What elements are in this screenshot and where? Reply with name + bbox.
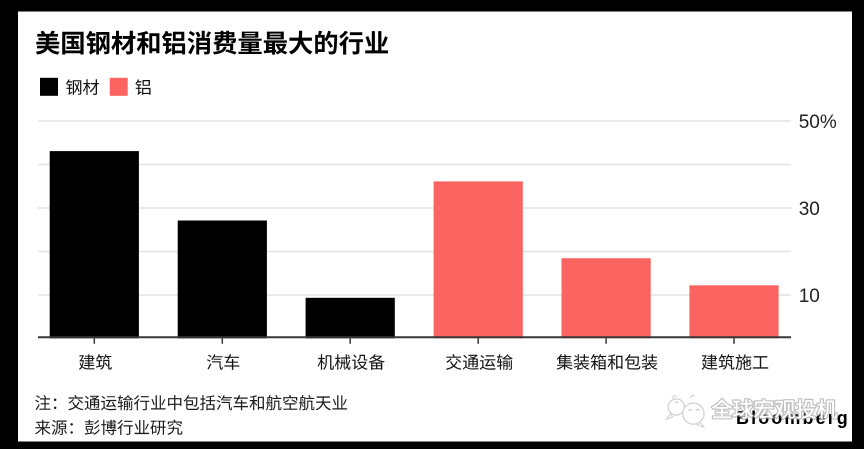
svg-text:30: 30 (799, 199, 820, 220)
svg-text:10: 10 (799, 286, 820, 307)
svg-text:50%: 50% (799, 112, 837, 133)
